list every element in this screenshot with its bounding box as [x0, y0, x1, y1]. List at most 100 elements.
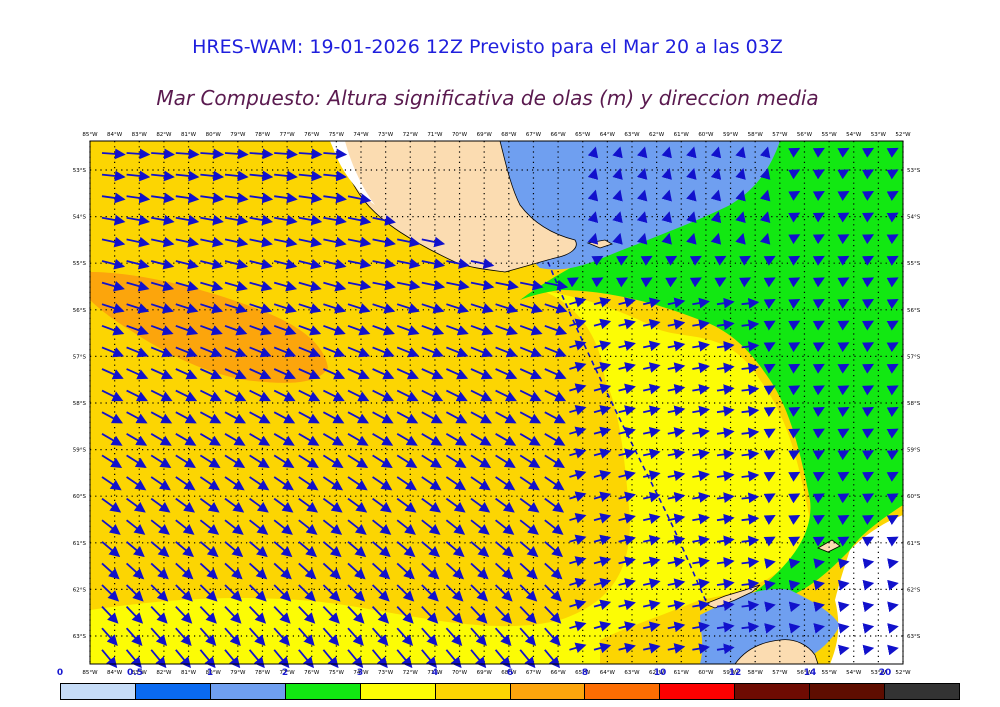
wave-arrow — [446, 279, 470, 291]
wave-arrow — [714, 277, 727, 288]
wave-arrow — [200, 346, 223, 358]
wave-arrow — [150, 454, 172, 469]
wave-arrow — [643, 470, 661, 481]
lat-label: 55°S — [73, 261, 87, 267]
wave-arrow — [862, 255, 875, 266]
wave-arrow — [716, 341, 735, 352]
wave-arrow — [886, 191, 899, 201]
wave-arrow — [862, 493, 875, 504]
wave-arrow — [322, 562, 342, 580]
wave-arrow — [273, 281, 298, 292]
wave-arrow — [788, 623, 801, 634]
wave-arrow — [763, 320, 776, 331]
wave-arrow — [862, 407, 875, 417]
wave-arrow — [640, 255, 653, 266]
lat-label: 56°S — [907, 308, 921, 314]
wave-arrow — [175, 389, 198, 402]
wave-arrow — [716, 405, 735, 417]
lon-label: 60°W — [698, 132, 714, 138]
wave-arrow — [323, 214, 347, 226]
wave-arrow — [667, 405, 686, 417]
lon-label: 66°W — [550, 670, 566, 676]
wave-arrow — [710, 146, 722, 159]
wave-arrow — [298, 236, 323, 248]
lon-label: 65°W — [575, 670, 591, 676]
wave-arrow — [716, 600, 735, 611]
legend-tick-label: 2 — [281, 668, 289, 678]
wave-arrow — [643, 405, 661, 416]
wave-arrow — [199, 605, 217, 624]
legend-swatch — [660, 684, 736, 699]
wave-arrow — [837, 623, 850, 634]
wave-arrow — [593, 405, 612, 416]
lat-label: 58°S — [907, 401, 921, 407]
wave-arrow — [612, 211, 623, 224]
wave-arrow — [636, 189, 648, 202]
wave-arrow — [587, 232, 599, 245]
lon-label: 56°W — [797, 670, 813, 676]
wave-arrow — [249, 192, 274, 204]
wave-arrow — [175, 627, 192, 646]
lon-label: 68°W — [501, 132, 517, 138]
wave-arrow — [150, 389, 173, 402]
lon-label: 74°W — [353, 132, 369, 138]
wave-arrow — [421, 368, 444, 380]
map-frame — [89, 140, 904, 665]
wave-arrow — [322, 541, 342, 558]
wave-arrow — [249, 346, 272, 358]
lon-label: 55°W — [821, 670, 837, 676]
wave-arrow — [643, 297, 661, 308]
wave-arrow — [735, 211, 746, 224]
legend-tick-label: 1 — [206, 668, 214, 678]
legend-tick-label: 10 — [653, 668, 667, 678]
wave-arrow — [249, 281, 273, 292]
wave-arrow — [224, 368, 247, 380]
lon-label: 59°W — [723, 132, 739, 138]
wave-arrow — [323, 148, 348, 160]
wave-arrow — [812, 255, 825, 266]
wave-arrow — [249, 148, 274, 160]
lon-label: 54°W — [846, 132, 862, 138]
lon-label: 84°W — [107, 132, 123, 138]
wave-arrow — [544, 519, 564, 535]
wave-arrow — [175, 433, 197, 446]
wave-arrow — [741, 578, 760, 590]
wave-arrow — [741, 427, 760, 439]
wave-arrow — [618, 642, 636, 654]
lon-label: 78°W — [255, 132, 271, 138]
wave-arrow — [445, 411, 468, 424]
wave-arrow — [569, 405, 587, 416]
wave-arrow — [470, 411, 492, 424]
wave-arrow — [735, 168, 746, 180]
wave-arrow — [618, 578, 636, 589]
wave-arrow — [587, 189, 599, 202]
wave-arrow — [686, 232, 697, 245]
wave-arrow — [446, 324, 469, 336]
wave-arrow — [323, 170, 348, 182]
wave-arrow — [618, 448, 636, 459]
wave-arrow — [101, 605, 119, 624]
wave-arrow — [837, 191, 850, 201]
wave-arrow — [612, 232, 623, 245]
wave-arrow — [126, 192, 151, 204]
wave-arrow — [862, 234, 875, 245]
wave-arrow — [101, 170, 126, 182]
wave-arrow — [593, 361, 612, 373]
wave-arrow — [273, 389, 296, 402]
wave-arrow — [544, 497, 565, 513]
wave-arrow — [886, 277, 899, 288]
lon-label: 61°W — [674, 670, 690, 676]
wave-arrow — [763, 299, 776, 309]
lat-label: 59°S — [907, 448, 921, 454]
wave-arrow — [199, 411, 222, 424]
wave-arrow — [837, 493, 850, 504]
wave-arrow — [175, 562, 194, 580]
wave-arrow — [716, 362, 735, 374]
wave-arrow — [175, 476, 196, 491]
wave-arrow — [763, 428, 776, 439]
wave-arrow — [544, 346, 567, 358]
wave-arrow — [347, 346, 371, 358]
wave-arrow — [347, 368, 370, 380]
wave-arrow — [372, 497, 392, 513]
lon-label: 53°W — [871, 670, 887, 676]
